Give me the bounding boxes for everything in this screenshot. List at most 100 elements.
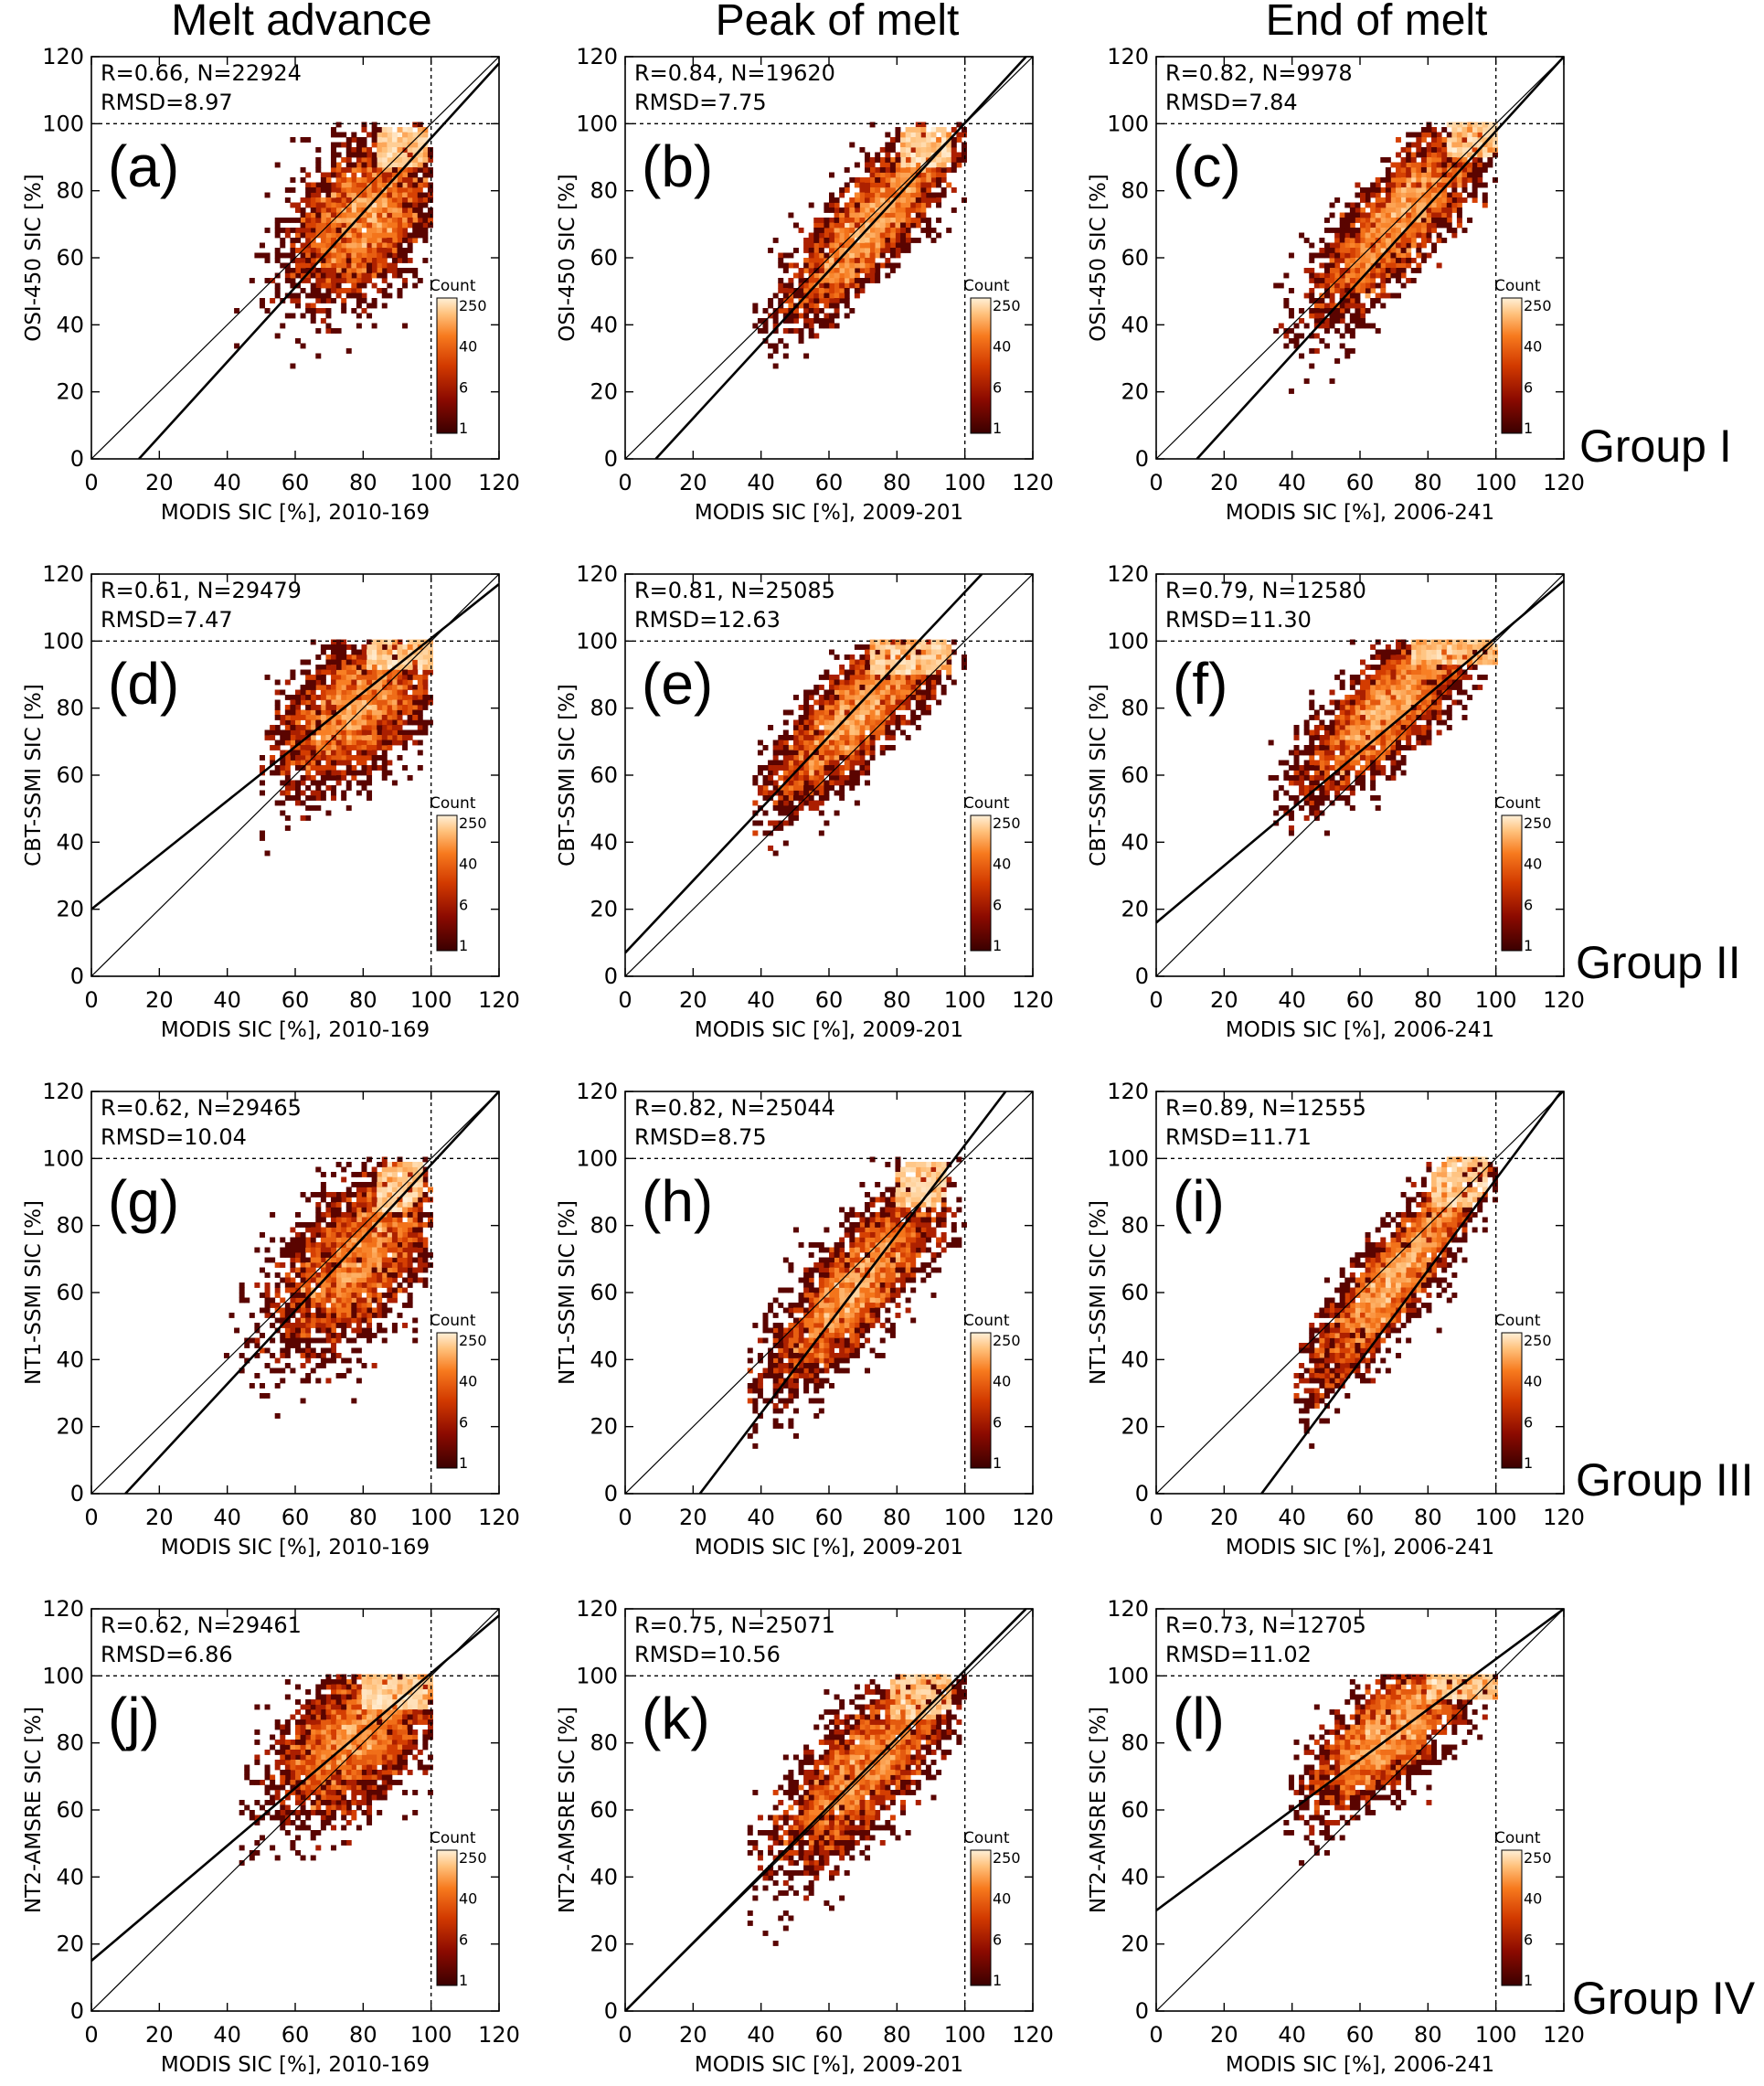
heatmap-cell <box>925 222 931 229</box>
heatmap-cell <box>1365 750 1371 756</box>
heatmap-cell <box>1380 242 1387 249</box>
heatmap-cell <box>1370 679 1376 686</box>
heatmap-cell <box>854 675 860 680</box>
heatmap-cell <box>1349 222 1355 229</box>
colorbar-tick-label: 1 <box>1524 937 1533 954</box>
heatmap-cell <box>1375 212 1381 218</box>
heatmap-cell <box>1400 735 1407 740</box>
heatmap-cell <box>849 272 855 279</box>
heatmap-cell <box>936 649 942 655</box>
heatmap-cell <box>351 147 357 153</box>
heatmap-cell <box>1380 187 1387 193</box>
heatmap-cell <box>1375 262 1381 269</box>
heatmap-cell <box>1334 740 1341 746</box>
heatmap-cell <box>345 729 352 736</box>
heatmap-cell <box>803 242 810 249</box>
heatmap-cell <box>387 705 393 710</box>
heatmap-cell <box>387 282 393 289</box>
heatmap-cell <box>1385 222 1391 229</box>
heatmap-cell <box>361 780 367 786</box>
heatmap-cell <box>925 177 931 183</box>
heatmap-cell <box>341 167 347 173</box>
heatmap-cell <box>345 1267 352 1273</box>
heatmap-cell <box>1420 675 1427 680</box>
heatmap-cell <box>1426 192 1432 198</box>
heatmap-cell <box>834 695 840 700</box>
heatmap-cell <box>1349 699 1355 706</box>
heatmap-cell <box>300 167 306 173</box>
heatmap-cell <box>1313 318 1320 324</box>
heatmap-cell <box>895 152 901 158</box>
heatmap-cell <box>331 785 337 791</box>
x-tick-label: 40 <box>747 470 775 495</box>
heatmap-cell <box>300 745 306 750</box>
y-tick-label: 60 <box>56 762 84 788</box>
y-tick-label: 60 <box>590 245 618 271</box>
heatmap-cell <box>351 177 357 183</box>
heatmap-cell <box>367 172 373 178</box>
heatmap-cell <box>290 282 296 289</box>
heatmap-cell <box>1441 695 1448 700</box>
heatmap-cell <box>936 679 942 686</box>
heatmap-cell <box>407 679 413 686</box>
heatmap-cell <box>818 293 824 299</box>
heatmap-cell <box>367 258 373 263</box>
heatmap-cell <box>1344 800 1351 806</box>
heatmap-cell <box>381 197 388 203</box>
heatmap-cell <box>397 232 403 239</box>
heatmap-cell <box>788 785 794 791</box>
heatmap-cell <box>889 639 896 645</box>
heatmap-cell <box>356 177 362 183</box>
heatmap-cell <box>397 177 403 183</box>
heatmap-cell <box>284 709 291 716</box>
heatmap-cell <box>331 132 337 138</box>
heatmap-cell <box>1344 348 1351 354</box>
heatmap-cell <box>1365 745 1371 750</box>
heatmap-cell <box>1375 232 1381 239</box>
heatmap-cell <box>885 228 891 233</box>
heatmap-cell <box>936 218 942 223</box>
heatmap-cell <box>1406 238 1412 243</box>
heatmap-cell <box>844 167 850 173</box>
heatmap-cell <box>905 719 911 726</box>
heatmap-cell <box>1477 127 1483 133</box>
heatmap-cell <box>371 132 377 138</box>
heatmap-cell <box>752 800 759 806</box>
heatmap-cell <box>1380 659 1387 665</box>
heatmap-cell <box>900 679 907 686</box>
heatmap-cell <box>1329 212 1335 218</box>
heatmap-cell <box>1288 810 1294 816</box>
heatmap-cell <box>367 669 373 676</box>
heatmap-cell <box>803 770 810 776</box>
heatmap-cell <box>1370 765 1376 771</box>
heatmap-cell <box>1313 770 1320 776</box>
heatmap-cell <box>387 644 393 650</box>
heatmap-cell <box>356 689 362 696</box>
heatmap-cell <box>782 313 789 319</box>
heatmap-cell <box>381 709 388 716</box>
heatmap-cell <box>417 122 423 128</box>
heatmap-cell <box>315 252 322 259</box>
heatmap-cell <box>859 715 866 720</box>
heatmap-cell <box>834 222 840 229</box>
heatmap-cell <box>345 268 352 273</box>
heatmap-cell <box>1293 775 1300 781</box>
heatmap-cell <box>417 679 423 686</box>
heatmap-cell <box>402 278 409 283</box>
heatmap-cell <box>879 262 886 269</box>
heatmap-cell <box>341 258 347 263</box>
heatmap-cell <box>412 729 419 736</box>
heatmap-cell <box>940 177 947 183</box>
heatmap-cell <box>844 228 850 233</box>
y-tick-label: 40 <box>56 312 84 337</box>
heatmap-cell <box>397 127 403 133</box>
heatmap-cell <box>412 282 419 289</box>
heatmap-cell <box>818 760 824 766</box>
heatmap-cell <box>1375 760 1381 766</box>
heatmap-cell <box>1344 252 1351 259</box>
heatmap-cell <box>803 308 810 314</box>
heatmap-cell <box>1303 238 1310 243</box>
heatmap-cell <box>1370 252 1376 259</box>
heatmap-cell <box>367 1262 373 1268</box>
heatmap-cell <box>915 222 921 229</box>
